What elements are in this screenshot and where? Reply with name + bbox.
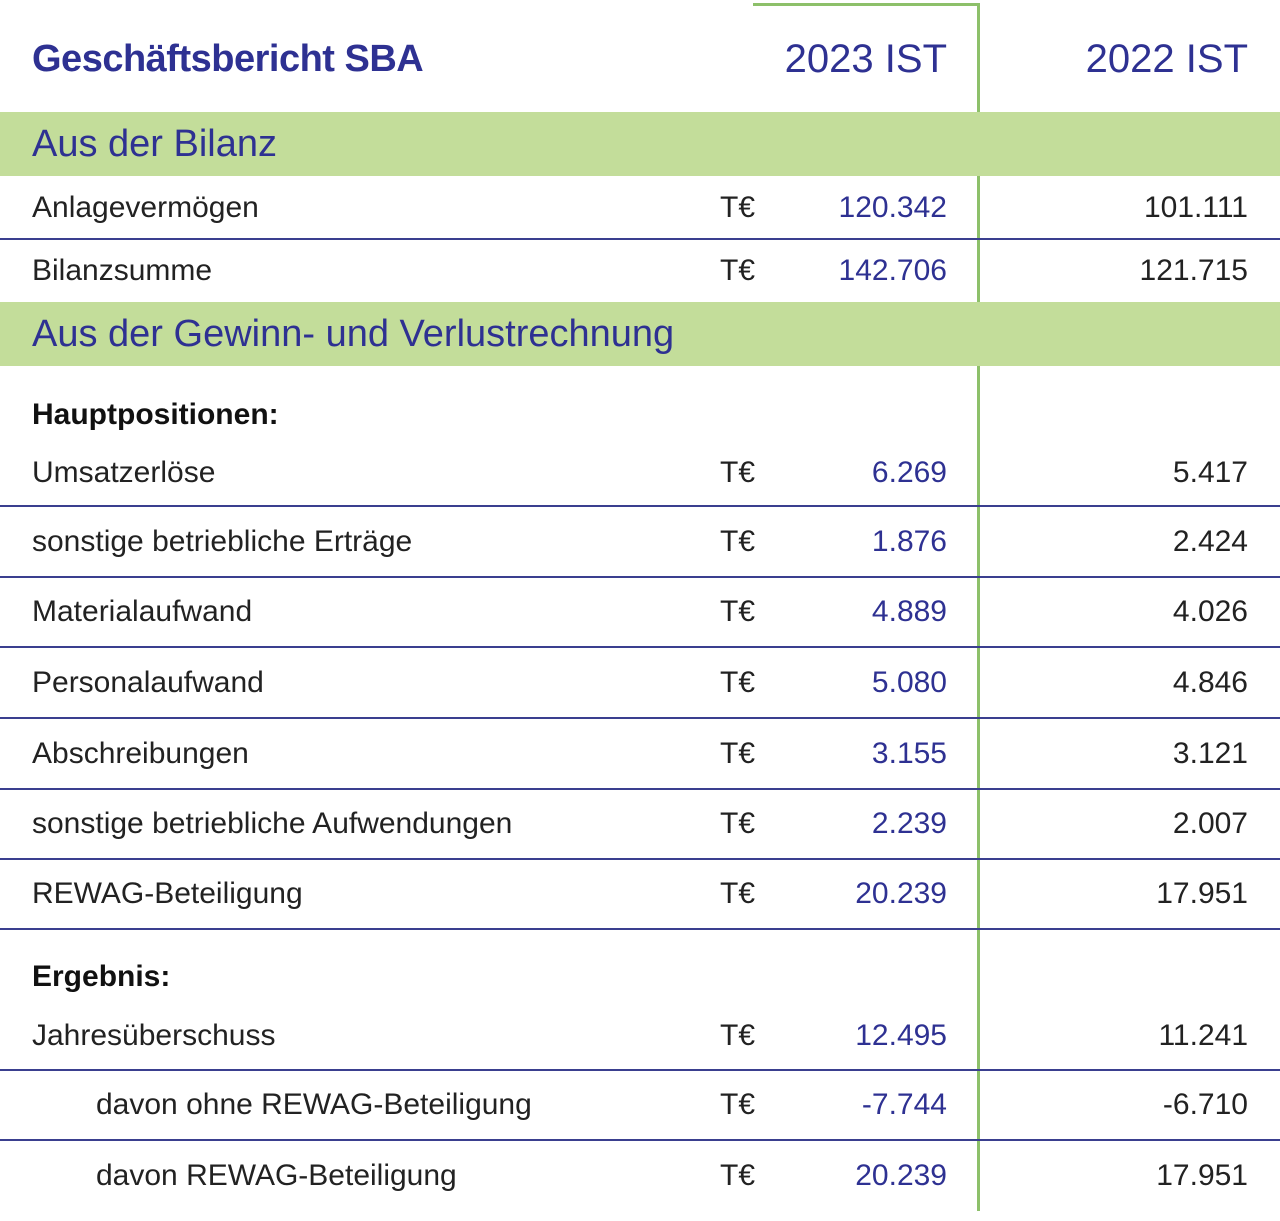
value-2023: 2.239: [871, 807, 947, 840]
row-unit: T€: [720, 455, 756, 489]
table-row: Abschreibungen T€ 3.155 3.121: [0, 719, 1280, 788]
report-title: Geschäftsbericht SBA: [32, 38, 424, 80]
row-label: Bilanzsumme: [32, 254, 213, 287]
table-row: davon ohne REWAG-Beteiligung T€ -7.744 -…: [0, 1071, 1280, 1139]
value-2023: 142.706: [838, 254, 947, 287]
row-label: Personalaufwand: [32, 665, 264, 699]
value-2022: 121.715: [1139, 254, 1248, 287]
row-label: Anlagevermögen: [32, 191, 259, 224]
row-divider: [0, 1069, 1280, 1071]
value-2022: 5.417: [1172, 455, 1248, 489]
value-2023: 5.080: [871, 665, 947, 699]
row-label: sonstige betriebliche Aufwendungen: [32, 807, 513, 840]
table-row: Jahresüberschuss T€ 12.495 11.241: [0, 1002, 1280, 1069]
row-label: Materialaufwand: [32, 595, 253, 628]
value-2022: 11.241: [1158, 1018, 1248, 1052]
row-divider: [0, 576, 1280, 578]
row-unit: T€: [720, 877, 756, 910]
value-2023: 12.495: [855, 1018, 947, 1052]
value-2022: 3.121: [1172, 736, 1248, 770]
subheading-hauptpositionen: Hauptpositionen:: [32, 398, 279, 431]
section-title-bilanz: Aus der Bilanz: [32, 122, 278, 165]
row-divider: [0, 717, 1280, 719]
subheading-ergebnis: Ergebnis:: [32, 960, 171, 993]
row-divider: [0, 505, 1280, 507]
value-2023: 1.876: [871, 524, 947, 558]
section-title-guv: Aus der Gewinn- und Verlustrechnung: [32, 312, 675, 355]
table-row: Materialaufwand T€ 4.889 4.026: [0, 578, 1280, 646]
value-2022: 4.846: [1172, 665, 1248, 699]
row-unit: T€: [720, 254, 756, 287]
row-unit: T€: [720, 736, 756, 770]
value-2022: 4.026: [1172, 595, 1248, 628]
row-divider: [0, 928, 1280, 930]
value-2023: 120.342: [838, 191, 947, 224]
value-2022: 2.424: [1172, 524, 1248, 558]
value-2022: 17.951: [1156, 1159, 1248, 1192]
row-label: sonstige betriebliche Erträge: [32, 524, 413, 558]
table-row: Umsatzerlöse T€ 6.269 5.417: [0, 440, 1280, 505]
table-row: sonstige betriebliche Aufwendungen T€ 2.…: [0, 790, 1280, 858]
value-2023: 6.269: [871, 455, 947, 489]
row-label: davon ohne REWAG-Beteiligung: [96, 1088, 532, 1121]
value-2022: 17.951: [1156, 877, 1248, 910]
row-unit: T€: [720, 1088, 756, 1121]
row-unit: T€: [720, 1159, 756, 1192]
column-top-rule: [753, 3, 980, 6]
value-2022: 101.111: [1144, 191, 1248, 224]
row-unit: T€: [720, 524, 756, 558]
row-unit: T€: [720, 595, 756, 628]
row-label: davon REWAG-Beteiligung: [96, 1159, 457, 1192]
column-header-2022: 2022 IST: [1085, 37, 1248, 81]
row-unit: T€: [720, 191, 756, 224]
table-row: Bilanzsumme T€ 142.706 121.715: [0, 240, 1280, 302]
value-2023: -7.744: [861, 1088, 947, 1121]
row-divider: [0, 788, 1280, 790]
table-row: Personalaufwand T€ 5.080 4.846: [0, 648, 1280, 717]
row-divider: [0, 238, 1280, 240]
column-header-2023: 2023 IST: [784, 37, 947, 81]
table-row: REWAG-Beteiligung T€ 20.239 17.951: [0, 860, 1280, 928]
row-label: Umsatzerlöse: [32, 455, 216, 489]
value-2023: 3.155: [871, 736, 947, 770]
column-divider: [977, 3, 980, 1211]
table-row: Anlagevermögen T€ 120.342 101.111: [0, 177, 1280, 239]
row-divider: [0, 858, 1280, 860]
row-label: Abschreibungen: [32, 736, 249, 770]
value-2023: 20.239: [855, 1159, 947, 1192]
section-band-guv: Aus der Gewinn- und Verlustrechnung: [0, 302, 1280, 366]
row-unit: T€: [720, 665, 756, 699]
section-band-bilanz: Aus der Bilanz: [0, 112, 1280, 176]
table-row: sonstige betriebliche Erträge T€ 1.876 2…: [0, 507, 1280, 576]
row-divider: [0, 1139, 1280, 1141]
value-2023: 4.889: [871, 595, 947, 628]
row-divider: [0, 646, 1280, 648]
row-label: REWAG-Beteiligung: [32, 877, 303, 910]
row-unit: T€: [720, 1018, 756, 1052]
table-row: davon REWAG-Beteiligung T€ 20.239 17.951: [0, 1141, 1280, 1211]
value-2022: -6.710: [1162, 1088, 1248, 1121]
value-2023: 20.239: [855, 877, 947, 910]
value-2022: 2.007: [1172, 807, 1248, 840]
row-label: Jahresüberschuss: [32, 1018, 276, 1052]
row-unit: T€: [720, 807, 756, 840]
